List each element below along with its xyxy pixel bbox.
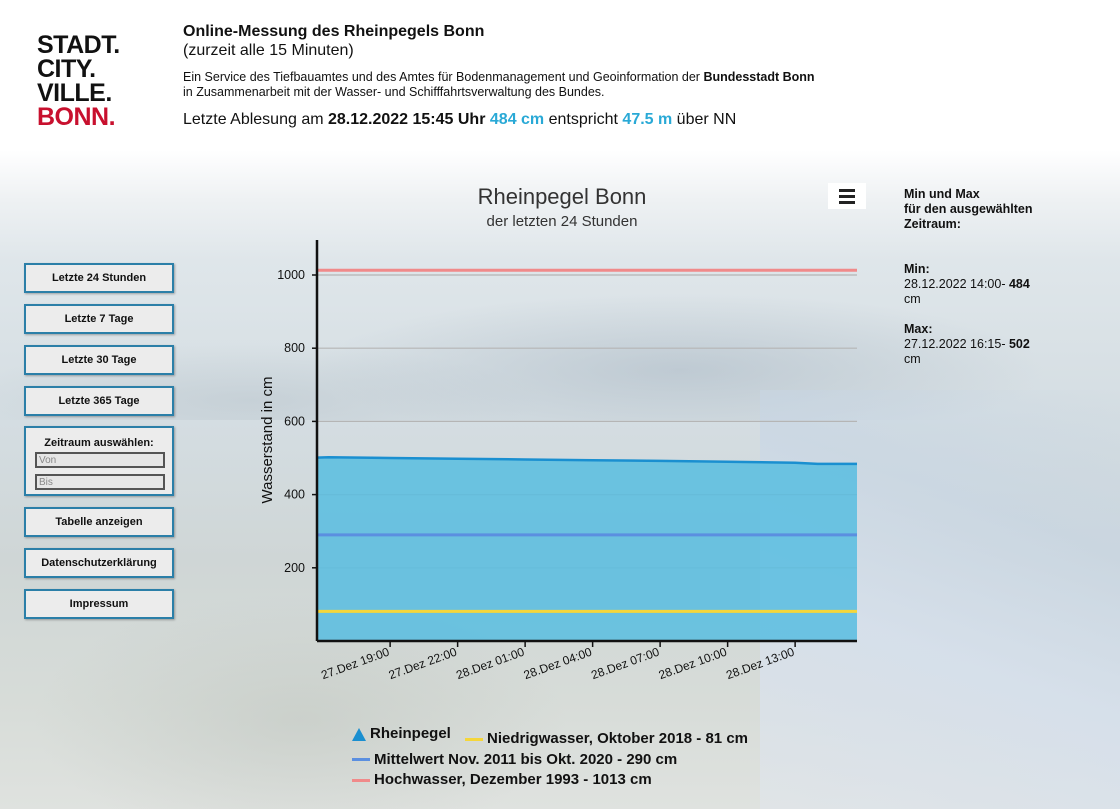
service-description: Ein Service des Tiefbauamtes und des Amt… bbox=[183, 70, 883, 100]
desc-text-line2: in Zusammenarbeit mit der Wasser- und Sc… bbox=[183, 85, 605, 99]
max-value: 502 bbox=[1008, 337, 1030, 351]
rheinpegel-line bbox=[316, 456, 857, 466]
min-unit: cm bbox=[904, 292, 921, 306]
from-date-input[interactable] bbox=[35, 452, 165, 468]
x-tick-label: 27.Dez 19:00 bbox=[319, 645, 391, 683]
page-header: Online-Messung des Rheinpegels Bonn (zur… bbox=[183, 22, 883, 129]
rheinpegel-area bbox=[317, 457, 857, 641]
line-icon bbox=[352, 758, 370, 761]
last-7-days-button[interactable]: Letzte 7 Tage bbox=[24, 304, 174, 334]
reference-lines-overlay bbox=[317, 268, 857, 613]
last-reading: Letzte Ablesung am 28.12.2022 15:45 Uhr … bbox=[183, 110, 883, 129]
last-30-days-button[interactable]: Letzte 30 Tage bbox=[24, 345, 174, 375]
logo-line-ville: VILLE. bbox=[37, 79, 112, 107]
y-tick-label: 800 bbox=[284, 341, 305, 355]
legend-item-rheinpegel[interactable]: Rheinpegel bbox=[352, 725, 451, 743]
x-tick-label: 28.Dez 04:00 bbox=[522, 645, 594, 683]
min-label: Min: bbox=[904, 262, 930, 276]
x-tick-label: 28.Dez 13:00 bbox=[724, 645, 796, 683]
reading-suffix: über NN bbox=[672, 111, 737, 128]
privacy-policy-button[interactable]: Datenschutzerklärung bbox=[24, 548, 174, 578]
x-tick-label: 27.Dez 22:00 bbox=[387, 645, 459, 683]
legend-label: Rheinpegel bbox=[370, 725, 451, 742]
line-icon bbox=[352, 778, 370, 782]
min-entry: 28.12.2022 14:00- 484 bbox=[904, 277, 1054, 292]
hamburger-icon-bar bbox=[839, 194, 855, 198]
reading-datetime: 28.12.2022 15:45 Uhr bbox=[327, 111, 486, 128]
chart-legend: Rheinpegel Niedrigwasser, Oktober 2018 -… bbox=[352, 725, 832, 789]
y-tick-label: 400 bbox=[284, 488, 305, 502]
imprint-button[interactable]: Impressum bbox=[24, 589, 174, 619]
chart-menu-button[interactable] bbox=[828, 183, 866, 209]
min-max-panel: Min und Max für den ausgewählten Zeitrau… bbox=[904, 187, 1054, 367]
last-24-hours-button[interactable]: Letzte 24 Stunden bbox=[24, 263, 174, 293]
legend-label: Hochwasser, Dezember 1993 - 1013 cm bbox=[374, 771, 652, 788]
max-time: 27.12.2022 16:15- bbox=[904, 337, 1009, 351]
x-tick-label: 28.Dez 07:00 bbox=[589, 645, 661, 683]
hamburger-icon-bar bbox=[839, 200, 855, 204]
max-entry: 27.12.2022 16:15- 502 bbox=[904, 337, 1054, 352]
y-axis-label: Wasserstand in cm bbox=[259, 377, 276, 504]
reading-level-cm: 484 cm bbox=[489, 111, 545, 128]
max-unit: cm bbox=[904, 352, 921, 366]
legend-item-hochwasser[interactable]: Hochwasser, Dezember 1993 - 1013 cm bbox=[352, 771, 652, 789]
to-date-input[interactable] bbox=[35, 474, 165, 490]
x-tick-label: 28.Dez 10:00 bbox=[657, 645, 729, 683]
triangle-icon bbox=[352, 727, 366, 741]
logo-line-stadt: STADT. bbox=[37, 31, 120, 59]
min-value: 484 bbox=[1008, 277, 1030, 291]
legend-label: Mittelwert Nov. 2011 bis Okt. 2020 - 290… bbox=[374, 750, 678, 768]
logo-line-city: CITY. bbox=[37, 55, 96, 83]
y-tick-label: 200 bbox=[284, 561, 305, 575]
logo-line-bonn: BONN. bbox=[37, 103, 116, 131]
legend-item-niedrigwasser[interactable]: Niedrigwasser, Oktober 2018 - 81 cm bbox=[465, 730, 748, 748]
date-range-picker: Zeitraum auswählen: bbox=[24, 426, 174, 496]
x-tick-label: 28.Dez 01:00 bbox=[454, 645, 526, 683]
last-365-days-button[interactable]: Letzte 365 Tage bbox=[24, 386, 174, 416]
hamburger-icon-bar bbox=[839, 188, 855, 192]
min-max-heading-2: für den ausgewählten bbox=[904, 202, 1033, 216]
chart-title: Rheinpegel Bonn bbox=[477, 184, 647, 209]
y-tick-label: 1000 bbox=[277, 268, 305, 282]
desc-text-a: Ein Service des Tiefbauamtes und des Amt… bbox=[183, 70, 704, 84]
page-title: Online-Messung des Rheinpegels Bonn bbox=[183, 23, 485, 40]
max-label: Max: bbox=[904, 322, 933, 336]
reading-mid: entspricht bbox=[544, 111, 623, 128]
reading-level-nn: 47.5 m bbox=[622, 111, 673, 128]
y-tick-label: 600 bbox=[284, 414, 305, 428]
legend-label: Niedrigwasser, Oktober 2018 - 81 cm bbox=[487, 730, 748, 747]
chart-axes bbox=[315, 240, 857, 643]
chart-series bbox=[316, 456, 857, 641]
reading-prefix: Letzte Ablesung am bbox=[183, 111, 328, 128]
legend-item-mittelwert[interactable]: Mittelwert Nov. 2011 bis Okt. 2020 - 290… bbox=[352, 751, 677, 769]
chart-subtitle: der letzten 24 Stunden bbox=[486, 213, 638, 230]
show-table-button[interactable]: Tabelle anzeigen bbox=[24, 507, 174, 537]
city-logo[interactable]: STADT. CITY. VILLE. BONN. bbox=[37, 31, 137, 131]
min-max-heading-1: Min und Max bbox=[904, 187, 980, 201]
min-max-heading-3: Zeitraum: bbox=[904, 217, 961, 231]
chart-y-ticks: 200 400 600 800 1000 bbox=[277, 268, 317, 575]
min-time: 28.12.2022 14:00- bbox=[904, 277, 1009, 291]
line-icon bbox=[465, 737, 484, 741]
page-subtitle: (zurzeit alle 15 Minuten) bbox=[183, 42, 354, 59]
date-range-label: Zeitraum auswählen: bbox=[44, 437, 154, 449]
desc-text-bonn: Bundesstadt Bonn bbox=[703, 70, 815, 84]
